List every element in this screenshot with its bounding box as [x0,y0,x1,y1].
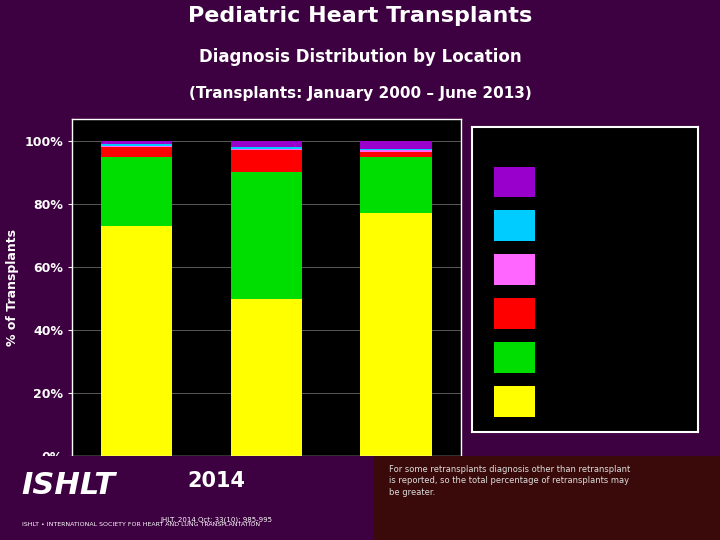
Text: ISHLT: ISHLT [22,471,116,501]
Bar [101,141,173,144]
FancyBboxPatch shape [495,166,535,197]
Bar [230,150,302,172]
FancyBboxPatch shape [495,211,535,241]
Bar [101,157,173,226]
Text: (Transplants: January 2000 – June 2013): (Transplants: January 2000 – June 2013) [189,85,531,100]
Text: For some retransplants diagnosis other than retransplant
is reported, so the tot: For some retransplants diagnosis other t… [389,464,630,497]
Bar [374,456,720,540]
FancyBboxPatch shape [495,299,535,329]
Bar [230,172,302,299]
Text: 2014: 2014 [187,471,245,491]
Bar [361,213,432,456]
Bar [361,141,432,148]
FancyBboxPatch shape [495,254,535,285]
Bar [101,226,173,456]
Bar [0,456,374,540]
Text: JHLT. 2014 Oct; 33(10): 985-995: JHLT. 2014 Oct; 33(10): 985-995 [160,517,272,523]
Bar [230,141,302,147]
Bar [101,147,173,157]
Y-axis label: % of Transplants: % of Transplants [6,229,19,346]
Text: ISHLT • INTERNATIONAL SOCIETY FOR HEART AND LUNG TRANSPLANTATION: ISHLT • INTERNATIONAL SOCIETY FOR HEART … [22,522,260,526]
FancyBboxPatch shape [495,342,535,373]
Bar [361,157,432,213]
Bar [230,147,302,149]
Text: Diagnosis Distribution by Location: Diagnosis Distribution by Location [199,48,521,65]
FancyBboxPatch shape [495,386,535,417]
Bar [361,150,432,152]
Bar [361,148,432,150]
Bar [361,152,432,157]
Bar [101,144,173,146]
Bar [230,299,302,456]
Bar [230,148,302,150]
Text: Pediatric Heart Transplants: Pediatric Heart Transplants [188,6,532,26]
Bar [101,146,173,147]
